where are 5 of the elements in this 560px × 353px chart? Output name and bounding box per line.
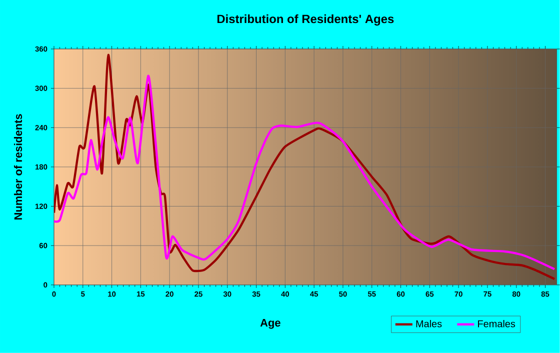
- chart-title: Distribution of Residents' Ages: [217, 14, 394, 26]
- legend-label: Females: [478, 320, 516, 328]
- x-axis-title: Age: [260, 319, 280, 329]
- y-axis-title: Number of residents: [14, 114, 22, 220]
- legend-label: Males: [416, 320, 442, 328]
